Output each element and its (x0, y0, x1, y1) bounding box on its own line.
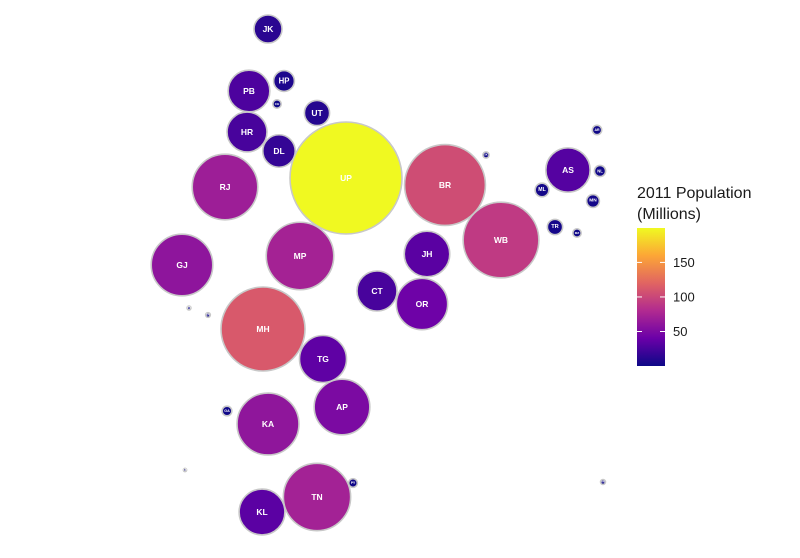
bubble-jh (403, 230, 451, 278)
bubble-label-jk: JK (263, 24, 275, 34)
bubble-label-ka: KA (262, 419, 274, 429)
bubble-hp (272, 69, 296, 93)
bubble-hr (226, 111, 268, 153)
bubble-ld (182, 467, 188, 473)
bubble-label-dd: DD (187, 307, 191, 310)
bubble-dn (204, 311, 212, 319)
bubble-label-ap: AP (336, 402, 348, 412)
bubble-br (403, 143, 487, 227)
bubble-ut (303, 99, 331, 127)
bubble-label-ml: ML (538, 187, 545, 193)
bubble-ar (591, 124, 603, 136)
bubble-label-hp: HP (279, 77, 290, 86)
legend-title-line2: (Millions) (637, 206, 701, 223)
bubble-label-nl: NL (597, 169, 603, 174)
bubble-label-br: BR (439, 180, 451, 190)
bubble-ch (272, 99, 282, 109)
bubble-mp (265, 221, 335, 291)
bubble-py (347, 477, 359, 489)
bubble-label-kl: KL (256, 507, 267, 517)
bubble-label-up: UP (340, 173, 352, 183)
bubble-label-as: AS (562, 165, 574, 175)
bubble-ml (534, 182, 550, 198)
bubble-an (599, 478, 607, 486)
bubble-ga (221, 405, 233, 417)
bubble-wb (462, 201, 540, 279)
bubble-mh (220, 286, 306, 372)
bubble-label-hr: HR (241, 127, 253, 137)
bubble-as (545, 147, 591, 193)
bubble-label-an: AN (601, 481, 605, 484)
bubble-tn (282, 462, 352, 532)
bubble-sk (482, 151, 490, 159)
bubble-label-tn: TN (311, 492, 322, 502)
legend-tick-label: 100 (673, 289, 695, 304)
bubble-ct (356, 270, 398, 312)
bubble-label-or: OR (416, 299, 429, 309)
bubble-kl (238, 488, 286, 536)
bubble-label-mh: MH (256, 324, 269, 334)
bubble-layer: JK HP PB CH UT HR DL UP BR SK AR AS NL ML MN TR MZ RJ WB GJ… (150, 14, 607, 536)
bubble-dl (261, 133, 297, 169)
bubble-label-wb: WB (494, 235, 508, 245)
bubble-tr (546, 218, 564, 236)
legend-tick-label: 50 (673, 324, 687, 339)
bubble-tg (298, 334, 348, 384)
legend-tick-label: 150 (673, 255, 695, 270)
bubble-mz (572, 228, 582, 238)
bubble-or (395, 277, 449, 331)
bubble-label-rj: RJ (220, 182, 231, 192)
bubble-label-dl: DL (273, 146, 284, 156)
bubble-up (289, 121, 403, 235)
bubble-jk (253, 14, 283, 44)
bubble-label-jh: JH (422, 249, 433, 259)
bubble-gj (150, 233, 214, 297)
bubble-label-ar: AR (594, 128, 600, 132)
bubble-label-py: PY (351, 481, 356, 485)
legend-title-line1: 2011 Population (637, 185, 751, 202)
bubble-label-ga: GA (224, 409, 230, 413)
bubble-label-ut: UT (311, 108, 323, 118)
bubble-nl (593, 164, 607, 178)
bubble-ka (236, 392, 300, 456)
bubble-rj (191, 153, 259, 221)
bubble-label-pb: PB (243, 86, 255, 96)
bubble-label-gj: GJ (176, 260, 188, 270)
bubble-label-mn: MN (589, 198, 597, 204)
bubble-label-ch: CH (275, 102, 280, 106)
bubble-label-dn: DN (206, 314, 210, 317)
bubble-label-ld: LD (183, 469, 187, 472)
bubble-label-sk: SK (484, 154, 488, 157)
bubble-label-ct: CT (371, 286, 383, 296)
bubble-label-tg: TG (317, 354, 329, 364)
bubble-label-tr: TR (551, 224, 559, 230)
bubble-ap (313, 378, 371, 436)
bubble-mn (585, 193, 601, 209)
bubble-dd (186, 305, 192, 311)
bubble-label-mz: MZ (575, 231, 580, 235)
legend: 2011 Population (Millions) 50 100 150 (637, 185, 751, 366)
bubble-label-mp: MP (294, 251, 307, 261)
